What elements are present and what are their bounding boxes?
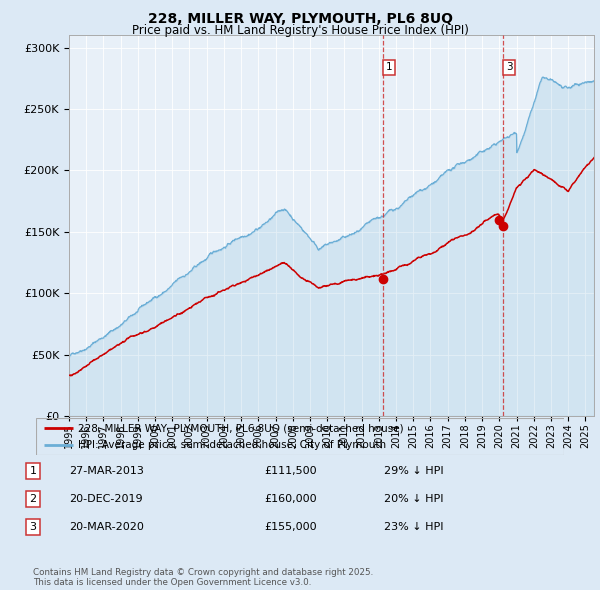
Text: 23% ↓ HPI: 23% ↓ HPI — [384, 522, 443, 532]
Text: £160,000: £160,000 — [264, 494, 317, 504]
Text: 20-MAR-2020: 20-MAR-2020 — [69, 522, 144, 532]
Text: 1: 1 — [385, 63, 392, 73]
Text: HPI: Average price, semi-detached house, City of Plymouth: HPI: Average price, semi-detached house,… — [78, 441, 386, 450]
Text: Contains HM Land Registry data © Crown copyright and database right 2025.
This d: Contains HM Land Registry data © Crown c… — [33, 568, 373, 587]
Text: £111,500: £111,500 — [264, 466, 317, 476]
Text: 1: 1 — [29, 466, 37, 476]
Text: £155,000: £155,000 — [264, 522, 317, 532]
Text: 20-DEC-2019: 20-DEC-2019 — [69, 494, 143, 504]
Text: 228, MILLER WAY, PLYMOUTH, PL6 8UQ (semi-detached house): 228, MILLER WAY, PLYMOUTH, PL6 8UQ (semi… — [78, 424, 404, 433]
Text: 228, MILLER WAY, PLYMOUTH, PL6 8UQ: 228, MILLER WAY, PLYMOUTH, PL6 8UQ — [148, 12, 452, 26]
Text: 3: 3 — [506, 63, 512, 73]
Text: 29% ↓ HPI: 29% ↓ HPI — [384, 466, 443, 476]
Text: 3: 3 — [29, 522, 37, 532]
Text: Price paid vs. HM Land Registry's House Price Index (HPI): Price paid vs. HM Land Registry's House … — [131, 24, 469, 37]
Text: 20% ↓ HPI: 20% ↓ HPI — [384, 494, 443, 504]
Text: 27-MAR-2013: 27-MAR-2013 — [69, 466, 144, 476]
Text: 2: 2 — [29, 494, 37, 504]
